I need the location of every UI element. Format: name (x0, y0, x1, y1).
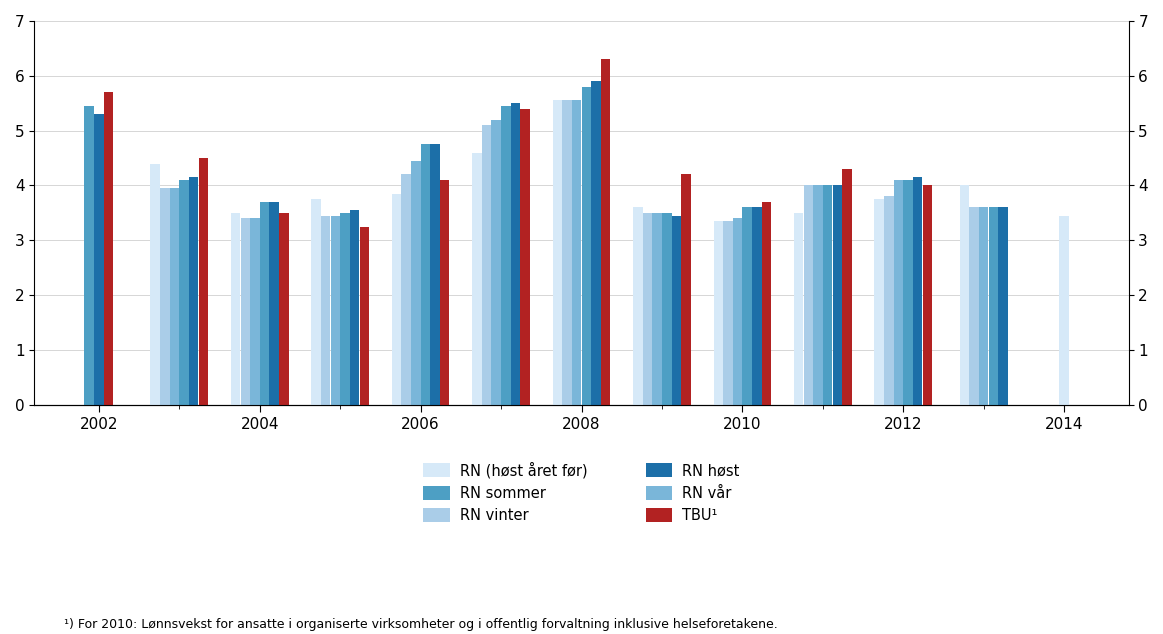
Bar (794, 213, 804, 404)
Bar (682, 174, 691, 404)
Bar (241, 218, 250, 404)
Bar (359, 226, 369, 404)
Bar (492, 120, 501, 404)
Text: ¹) For 2010: Lønnsvekst for ansatte i organiserte virksomheter og i offentlig fo: ¹) For 2010: Lønnsvekst for ansatte i or… (64, 618, 778, 631)
Bar (813, 186, 822, 404)
Bar (884, 197, 893, 404)
Bar (904, 180, 913, 404)
Bar (511, 103, 520, 404)
Bar (601, 60, 611, 404)
Bar (823, 186, 833, 404)
Bar (922, 186, 933, 404)
Bar (421, 145, 430, 404)
Bar (481, 125, 491, 404)
Bar (562, 100, 572, 404)
Bar (521, 108, 530, 404)
Bar (652, 213, 662, 404)
Bar (752, 207, 762, 404)
Bar (411, 161, 421, 404)
Bar (259, 202, 270, 404)
Bar (913, 178, 922, 404)
Bar (762, 202, 771, 404)
Legend: RN (høst året før), RN sommer, RN vinter, RN høst, RN vår, TBU¹: RN (høst året før), RN sommer, RN vinter… (423, 462, 740, 523)
Bar (341, 213, 350, 404)
Bar (969, 207, 979, 404)
Bar (804, 186, 813, 404)
Bar (893, 180, 904, 404)
Bar (552, 100, 562, 404)
Bar (672, 216, 682, 404)
Bar (742, 207, 752, 404)
Bar (989, 207, 998, 404)
Bar (190, 178, 199, 404)
Bar (430, 145, 440, 404)
Bar (321, 216, 330, 404)
Bar (472, 153, 481, 404)
Bar (643, 213, 652, 404)
Bar (104, 93, 113, 404)
Bar (230, 213, 241, 404)
Bar (170, 188, 179, 404)
Bar (959, 186, 969, 404)
Bar (179, 180, 188, 404)
Bar (330, 216, 340, 404)
Bar (440, 180, 449, 404)
Bar (199, 158, 208, 404)
Bar (572, 100, 582, 404)
Bar (591, 81, 601, 404)
Bar (875, 199, 884, 404)
Bar (401, 174, 411, 404)
Bar (723, 221, 733, 404)
Bar (501, 106, 511, 404)
Bar (94, 114, 104, 404)
Bar (662, 213, 671, 404)
Bar (833, 186, 842, 404)
Bar (85, 106, 94, 404)
Bar (250, 218, 259, 404)
Bar (312, 199, 321, 404)
Bar (1059, 216, 1069, 404)
Bar (350, 210, 359, 404)
Bar (714, 221, 723, 404)
Bar (998, 207, 1008, 404)
Bar (842, 169, 851, 404)
Bar (392, 193, 401, 404)
Bar (979, 207, 989, 404)
Bar (582, 87, 591, 404)
Bar (733, 218, 742, 404)
Bar (150, 164, 159, 404)
Bar (160, 188, 170, 404)
Bar (279, 213, 288, 404)
Bar (633, 207, 642, 404)
Bar (270, 202, 279, 404)
